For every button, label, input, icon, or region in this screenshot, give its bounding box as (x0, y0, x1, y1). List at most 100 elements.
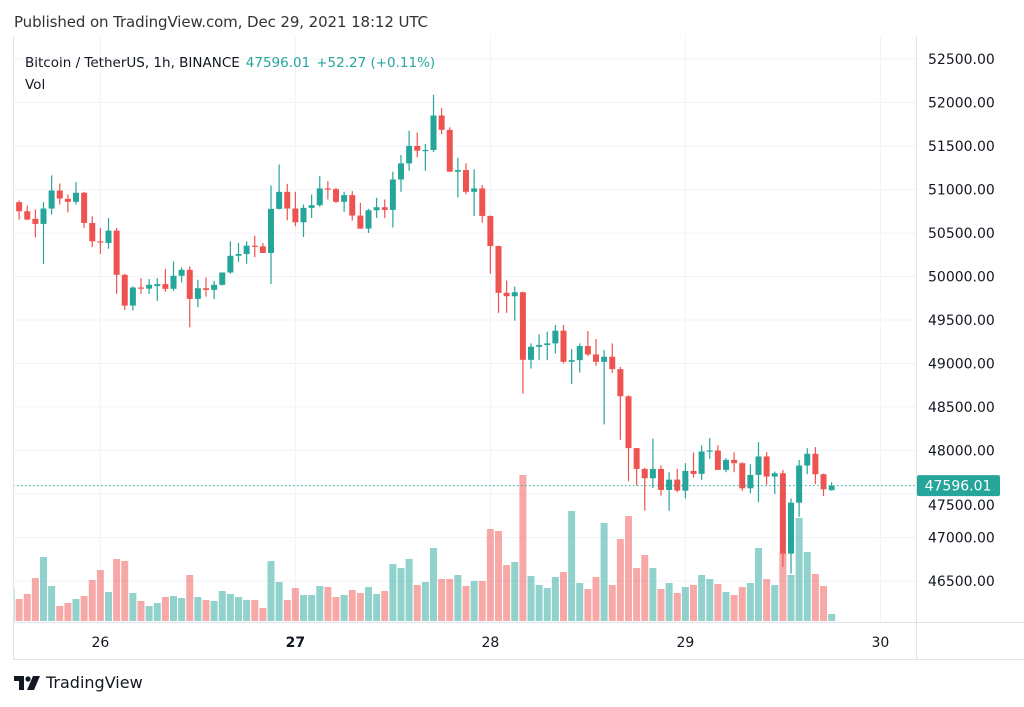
volume-bar (478, 581, 486, 621)
candle (97, 227, 104, 255)
volume-bar (161, 597, 169, 621)
symbol-title[interactable]: Bitcoin / TetherUS, 1h, BINANCE (25, 55, 240, 71)
candle-body (333, 189, 339, 202)
candle (487, 215, 494, 274)
candle-body (617, 369, 624, 397)
volume-bar (267, 561, 275, 621)
volume-bar (210, 601, 218, 621)
candle (276, 164, 283, 210)
candle (779, 469, 786, 567)
candle-body (24, 211, 31, 220)
candle (609, 343, 616, 373)
time-axis[interactable]: 26 27 28 29 30 (91, 635, 889, 651)
candle-body (422, 149, 429, 152)
candle (105, 217, 112, 249)
candle-body (446, 129, 453, 172)
volume-bar (730, 595, 738, 621)
volume-bar (202, 600, 210, 621)
candle-body (430, 115, 437, 150)
volume-bar (105, 592, 112, 621)
candle-body (796, 465, 803, 503)
candle-body (73, 192, 79, 202)
volume-bar (356, 593, 364, 621)
volume-bar (486, 529, 494, 621)
candle-body (64, 198, 71, 202)
candle (129, 286, 136, 311)
tradingview-logo[interactable]: TradingView (14, 673, 143, 692)
volume-bar (462, 586, 470, 621)
volume-bar (340, 595, 348, 621)
candle (178, 267, 185, 283)
candle (227, 241, 234, 274)
volume-bar (64, 603, 72, 621)
volume-bar (665, 583, 673, 621)
volume-bar (405, 559, 413, 621)
candle-body (698, 451, 705, 474)
volume-bar (129, 593, 137, 621)
candle-body (235, 254, 242, 256)
candle-body (544, 343, 551, 346)
volume-bar (576, 583, 584, 621)
candle (422, 143, 429, 171)
candle (820, 473, 827, 496)
candle-body (186, 269, 193, 299)
volume-bar (178, 598, 186, 621)
price-tick-label: 46500.00 (928, 574, 995, 590)
volume-bar (316, 586, 324, 621)
candle (24, 205, 31, 220)
volume-bar (625, 516, 632, 621)
candle (771, 471, 778, 494)
volume-bar (397, 568, 405, 621)
candle-body (154, 284, 161, 287)
volume-bar (706, 579, 714, 621)
candle-body (16, 202, 23, 212)
volume-legend[interactable]: Vol (25, 77, 46, 93)
candle (706, 438, 713, 459)
candle (454, 157, 461, 198)
candle (576, 343, 583, 373)
candle (544, 331, 551, 361)
price-tick-label: 50500.00 (928, 226, 995, 242)
candle-body (398, 163, 404, 180)
volume-bar (649, 568, 657, 621)
volume-bar (681, 587, 689, 621)
candle (641, 467, 648, 511)
candle (406, 130, 413, 171)
price-axis[interactable]: 52500.00 52000.00 51500.00 51000.00 50500.00… (928, 52, 995, 590)
volume-bar (771, 585, 779, 621)
candle-body (625, 396, 632, 449)
candle (519, 291, 526, 394)
price-tick-label: 51000.00 (928, 182, 995, 198)
volume-bar (153, 603, 161, 621)
candle-body (414, 145, 421, 151)
volume-bar (15, 599, 23, 621)
volume-bar (438, 579, 446, 621)
volume-bar (551, 577, 559, 621)
candle-body (316, 188, 323, 206)
candle (479, 185, 486, 223)
volume-bar (657, 589, 665, 621)
candle-body (373, 207, 380, 211)
candle-body (820, 474, 827, 490)
price-tick-label: 52000.00 (928, 95, 995, 111)
candle (763, 452, 770, 485)
volume-bar (803, 552, 811, 621)
volume-bar (48, 586, 56, 621)
candle-body (381, 207, 388, 210)
candle (349, 191, 356, 221)
candle (341, 191, 348, 212)
volume-bar (608, 585, 616, 621)
candle (219, 272, 226, 286)
candle-body (828, 485, 835, 491)
volume-bar (300, 595, 307, 621)
candle (284, 183, 291, 221)
candle-body (812, 453, 819, 475)
candle-body (487, 215, 494, 247)
candle-body (690, 470, 697, 474)
candle-body (536, 345, 543, 347)
volume-bar (592, 577, 600, 621)
volume-bar (454, 575, 462, 621)
volume-bar (795, 518, 803, 621)
candle (560, 325, 567, 364)
